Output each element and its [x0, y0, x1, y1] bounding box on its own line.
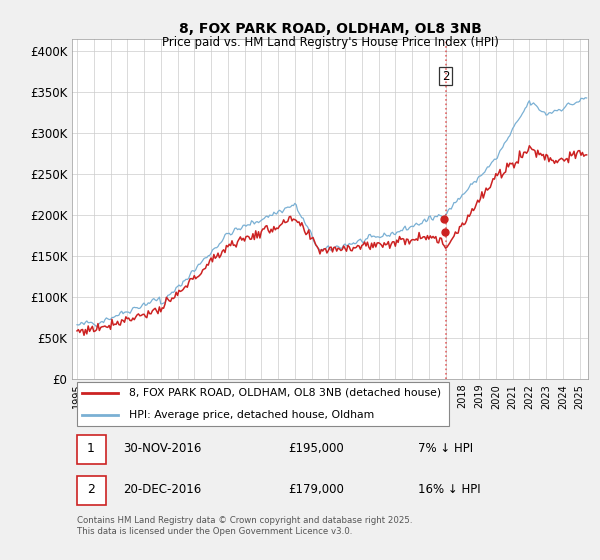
Text: £195,000: £195,000 — [289, 442, 344, 455]
Text: 16% ↓ HPI: 16% ↓ HPI — [418, 483, 481, 496]
Text: 8, FOX PARK ROAD, OLDHAM, OL8 3NB (detached house): 8, FOX PARK ROAD, OLDHAM, OL8 3NB (detac… — [129, 388, 441, 398]
Text: 2: 2 — [442, 69, 449, 82]
Text: £179,000: £179,000 — [289, 483, 344, 496]
Text: HPI: Average price, detached house, Oldham: HPI: Average price, detached house, Oldh… — [129, 410, 374, 420]
FancyBboxPatch shape — [77, 382, 449, 426]
Text: 1: 1 — [87, 442, 95, 455]
Text: 2: 2 — [87, 483, 95, 496]
Text: Price paid vs. HM Land Registry's House Price Index (HPI): Price paid vs. HM Land Registry's House … — [161, 36, 499, 49]
FancyBboxPatch shape — [77, 476, 106, 505]
Text: 7% ↓ HPI: 7% ↓ HPI — [418, 442, 473, 455]
Text: 20-DEC-2016: 20-DEC-2016 — [124, 483, 202, 496]
Text: 8, FOX PARK ROAD, OLDHAM, OL8 3NB: 8, FOX PARK ROAD, OLDHAM, OL8 3NB — [179, 22, 481, 36]
FancyBboxPatch shape — [77, 435, 106, 464]
Text: Contains HM Land Registry data © Crown copyright and database right 2025.
This d: Contains HM Land Registry data © Crown c… — [77, 516, 413, 536]
Text: 30-NOV-2016: 30-NOV-2016 — [124, 442, 202, 455]
